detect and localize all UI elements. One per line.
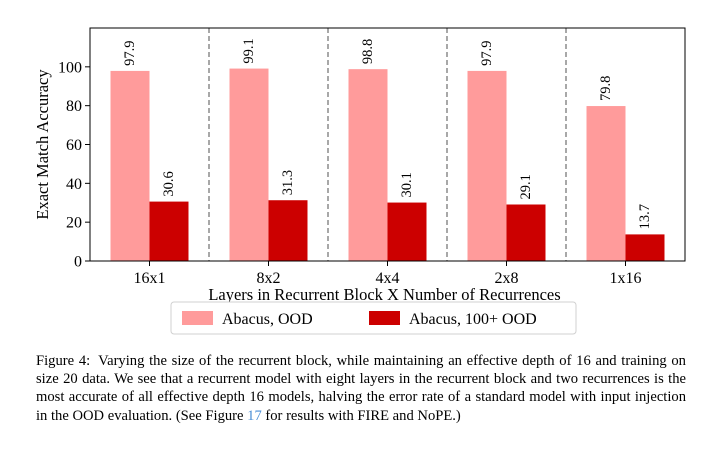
bar-ood-2x8 — [467, 70, 507, 262]
legend-label-100plus-ood: Abacus, 100+ OOD — [409, 311, 537, 328]
y-tick-label: 100 — [58, 59, 82, 76]
caption-text-before-ref: Varying the size of the recurrent block,… — [36, 353, 686, 424]
y-tick-label: 0 — [74, 254, 82, 271]
bar-value-label: 31.3 — [280, 170, 296, 195]
x-axis-label: Layers in Recurrent Block X Number of Re… — [208, 285, 560, 304]
y-tick-label: 60 — [66, 137, 82, 154]
bar-ood-16x1 — [110, 70, 150, 262]
y-axis-label: Exact Match Accuracy — [33, 69, 52, 220]
bar-value-label: 29.1 — [518, 174, 534, 199]
bar-value-label: 79.8 — [598, 76, 614, 101]
bar-chart-figure: 97.9 99.1 98.8 97.9 79.8 30.6 31.3 30.1 29.1 13.7… — [33, 27, 686, 335]
legend-label-ood: Abacus, OOD — [222, 311, 313, 328]
y-tick-label: 20 — [66, 215, 82, 232]
caption-figure-ref-link[interactable]: 17 — [247, 407, 262, 424]
legend-swatch-100plus-ood — [369, 311, 400, 325]
bar-100plus-ood-2x8 — [506, 204, 546, 261]
bar-value-label: 98.8 — [360, 39, 376, 64]
y-tick-label: 40 — [66, 176, 82, 193]
bar-value-label: 97.9 — [122, 41, 138, 66]
bar-value-label: 30.6 — [161, 171, 177, 196]
bar-ood-8x2 — [229, 68, 269, 261]
bar-ood-1x16 — [586, 106, 626, 262]
bar-100plus-ood-16x1 — [149, 201, 189, 261]
legend-swatch-ood — [182, 311, 213, 325]
x-tick-label-4x4: 4x4 — [376, 270, 400, 287]
caption-label: Figure 4: — [36, 353, 91, 369]
bar-100plus-ood-1x16 — [625, 234, 665, 261]
bar-100plus-ood-8x2 — [268, 200, 308, 261]
x-tick-label-1x16: 1x16 — [610, 270, 642, 287]
bar-value-label: 30.1 — [399, 172, 415, 197]
x-tick-label-2x8: 2x8 — [495, 270, 519, 287]
chart-svg: 97.9 99.1 98.8 97.9 79.8 30.6 31.3 30.1 29.1 13.7… — [33, 27, 686, 335]
caption-text-after-ref: for results with FIRE and NoPE.) — [261, 407, 461, 424]
x-tick-label-8x2: 8x2 — [257, 270, 281, 287]
bar-ood-4x4 — [348, 69, 388, 261]
x-tick-label-16x1: 16x1 — [134, 270, 166, 287]
figure-caption: Figure 4: Varying the size of the recurre… — [36, 352, 686, 425]
bar-value-label: 13.7 — [637, 204, 653, 229]
bar-value-label: 97.9 — [479, 41, 495, 66]
bar-100plus-ood-4x4 — [387, 202, 427, 261]
y-tick-label: 80 — [66, 98, 82, 115]
bar-value-label: 99.1 — [241, 38, 257, 63]
